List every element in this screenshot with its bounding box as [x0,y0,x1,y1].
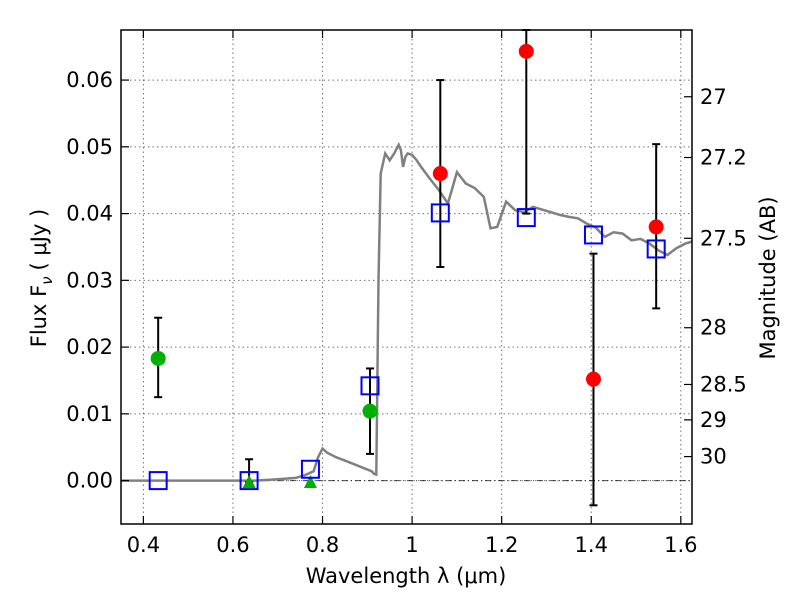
model-sed-line [121,141,693,482]
x-tick-label: 0.4 [127,533,160,557]
data-point-square [583,225,603,245]
data-point-circle [518,43,534,59]
y-axis-title-sub: ν [38,276,56,284]
x-tick-label: 0.8 [306,533,339,557]
axis-ticks [121,30,692,524]
x-tick-label: 1.2 [485,533,518,557]
data-point-circle [362,403,378,419]
data-point-circle [648,219,664,235]
y2-axis-title: Magnitude (AB) [756,196,780,359]
y2-tick-label: 27.2 [700,146,747,170]
x-tick-labels: 0.4 0.6 0.8 1 1.2 1.4 1.6 [127,533,698,557]
data-point-square [430,203,450,223]
data-point-square [300,459,320,479]
data-point-circle [585,371,601,387]
y-axis-title-main: Flux F [27,285,51,347]
y-tick-label: 0.06 [66,68,113,92]
y2-axis-title-text: Magnitude (AB) [756,196,780,359]
y-axis-title-unit: ( μJy ) [27,209,51,271]
x-tick-label: 1.4 [575,533,608,557]
y-tick-label: 0.03 [66,268,113,292]
x-axis-title: Wavelength λ (μm) [306,564,507,588]
y2-tick-label: 28.5 [700,372,747,396]
data-point-square [646,239,666,259]
data-point-triangle [303,474,317,488]
data-point-triangle [242,474,256,488]
y-tick-label: 0.02 [66,335,113,359]
data-point-square [360,376,380,396]
y2-tick-label: 27 [700,85,727,109]
x-tick-label: 1.6 [664,533,697,557]
y2-tick-label: 28 [700,316,727,340]
data-point-circle [432,166,448,182]
y2-tick-labels: 27 27.2 27.5 28 28.5 29 30 [700,85,747,469]
y2-tick-label: 30 [700,445,727,469]
y-tick-label: 0.01 [66,402,113,426]
y-axis-title-text: Flux Fν ( μJy ) [27,209,56,348]
y-tick-label: 0.05 [66,135,113,159]
data-point-square [516,208,536,228]
data-point-circle [150,350,166,366]
y2-tick-label: 27.5 [700,226,747,250]
data-point-square [148,471,168,491]
y-tick-label: 0.04 [66,202,113,226]
y2-tick-label: 29 [700,408,727,432]
y-axis-title: Flux Fν ( μJy ) [27,209,56,348]
y-tick-label: 0.00 [66,469,113,493]
plot-frame [120,29,693,525]
x-tick-label: 1 [405,533,418,557]
x-tick-label: 0.6 [216,533,249,557]
y-tick-labels: 0.00 0.01 0.02 0.03 0.04 0.05 0.06 [66,68,113,493]
data-markers [148,43,666,491]
data-point-square [239,471,259,491]
